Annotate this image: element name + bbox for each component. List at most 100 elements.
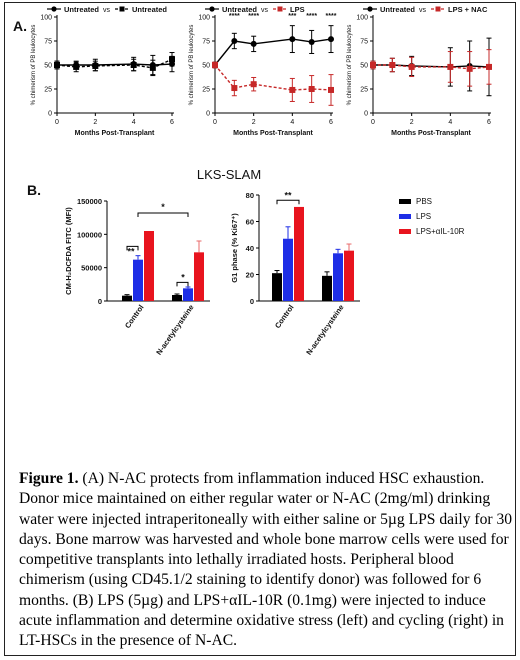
significance-marker: **** — [229, 13, 240, 20]
legend-swatch — [399, 214, 411, 219]
x-tick-label: 0 — [55, 119, 59, 126]
data-point — [149, 64, 156, 71]
legend-marker-square — [119, 6, 125, 12]
legend-label: Untreated — [222, 5, 257, 14]
y-tick-label: 0 — [98, 297, 102, 306]
panel-b: B. LKS-SLAM 0 50000 100000 150000 CM-H₂DCFDA F… — [27, 167, 465, 357]
x-tick-label: 2 — [93, 119, 97, 126]
legend-label: Untreated — [132, 5, 167, 14]
panel-a-label: A. — [13, 18, 27, 34]
data-point — [92, 62, 99, 69]
figure-label: Figure 1. — [19, 470, 79, 487]
y-tick-label: 50 — [202, 63, 210, 70]
bar — [272, 273, 282, 301]
y-tick-label: 60 — [246, 218, 254, 227]
x-axis-label: Months Post-Transplant — [75, 130, 155, 137]
bar — [122, 295, 132, 301]
legend-label: PBS — [416, 197, 432, 206]
series-line — [214, 64, 332, 91]
category-label: Control — [273, 303, 296, 330]
panel-b-title: LKS-SLAM — [197, 167, 261, 182]
category-label: N-acetylcysteine — [154, 303, 195, 357]
legend-marker-circle — [367, 6, 373, 12]
y-tick-label: 75 — [44, 39, 52, 46]
bar — [333, 253, 343, 301]
data-point — [328, 36, 334, 43]
series-line — [57, 63, 173, 66]
series-line — [373, 64, 490, 70]
bar — [283, 238, 293, 301]
significance-marker: ** — [284, 190, 292, 200]
data-point — [328, 86, 334, 93]
bar — [183, 288, 193, 301]
y-tick-label: 0 — [48, 111, 52, 118]
y-tick-label: 100000 — [77, 230, 102, 239]
y-axis-label: CM-H₂DCFDA FITC (MFI) — [64, 207, 73, 295]
y-tick-label: 80 — [246, 191, 254, 200]
bar — [194, 252, 204, 301]
y-tick-label: 50000 — [81, 264, 102, 273]
y-axis-label: % chimerism of PB leukocytes — [189, 25, 195, 106]
panel-b-label: B. — [27, 182, 41, 198]
x-tick-label: 0 — [371, 119, 375, 126]
panel-b-legend: PBS LPS LPS+αIL-10R — [399, 197, 465, 236]
bar-chart-2: 0 20 40 60 80 G1 phase (% Ki67⁺) Control N-acet… — [230, 190, 360, 357]
y-tick-label: 20 — [246, 271, 254, 280]
significance-marker: **** — [306, 13, 317, 20]
data-point — [289, 36, 296, 43]
data-point — [73, 63, 80, 70]
category-label: N-acetylcysteine — [304, 303, 345, 357]
bar — [344, 250, 354, 301]
legend-vs: vs — [261, 7, 269, 14]
data-point — [130, 62, 137, 68]
series-1 — [370, 37, 492, 97]
significance-marker: * — [181, 272, 185, 282]
legend-vs: vs — [103, 7, 111, 14]
significance-bracket — [276, 199, 300, 205]
legend-swatch — [399, 229, 411, 234]
x-tick-label: 2 — [252, 119, 256, 126]
chart-legend: Untreated vs Untreated — [47, 5, 167, 14]
legend-marker-circle — [209, 6, 215, 12]
data-point — [289, 86, 296, 93]
y-tick-label: 25 — [44, 87, 52, 94]
series-2 — [370, 49, 492, 87]
significance-bracket — [137, 212, 189, 217]
y-tick-label: 150000 — [77, 197, 102, 206]
y-axis-label: % chimerism of PB leukocytes — [347, 25, 353, 106]
series-2 — [54, 52, 175, 77]
data-point — [212, 62, 218, 68]
y-tick-label: 25 — [360, 87, 368, 94]
data-point — [486, 63, 492, 70]
significance-marker: **** — [248, 13, 259, 20]
x-tick-label: 2 — [410, 119, 414, 126]
legend-label: LPS + NAC — [448, 5, 488, 14]
y-tick-label: 40 — [246, 244, 254, 253]
figure-graphics: A. Untreated vs Untreated 0 25 50 75 100 0 2 4 6 % ch… — [13, 5, 492, 357]
significance-marker: *** — [288, 13, 296, 20]
legend-label: Untreated — [64, 5, 99, 14]
data-point — [466, 65, 473, 72]
panel-a: A. Untreated vs Untreated 0 25 50 75 100 0 2 4 6 % ch… — [13, 5, 492, 137]
bar — [322, 275, 332, 301]
series-line — [56, 58, 173, 69]
x-tick-label: 6 — [487, 119, 491, 126]
data-point — [250, 81, 257, 88]
significance-marker: ** — [127, 246, 135, 256]
y-tick-label: 100 — [356, 15, 368, 22]
caption-text: (A) N-AC protects from inflammation indu… — [19, 470, 513, 650]
figure-caption: Figure 1. (A) N-AC protects from inflamm… — [19, 469, 515, 652]
chart-legend: Untreated vs LPS — [205, 5, 305, 14]
data-point — [231, 38, 238, 44]
data-point — [370, 62, 376, 68]
bar — [144, 231, 154, 301]
x-tick-label: 0 — [213, 119, 217, 126]
y-tick-label: 100 — [198, 15, 210, 22]
y-tick-label: 0 — [206, 111, 210, 118]
x-tick-label: 4 — [448, 119, 452, 126]
series-line — [214, 38, 332, 66]
y-axis-label: G1 phase (% Ki67⁺) — [230, 213, 239, 283]
y-tick-label: 0 — [364, 111, 368, 118]
x-tick-label: 6 — [329, 119, 333, 126]
line-chart-3: Untreated vs LPS + NAC 0 25 50 75 100 0 2 4 6 % chim… — [347, 5, 492, 137]
